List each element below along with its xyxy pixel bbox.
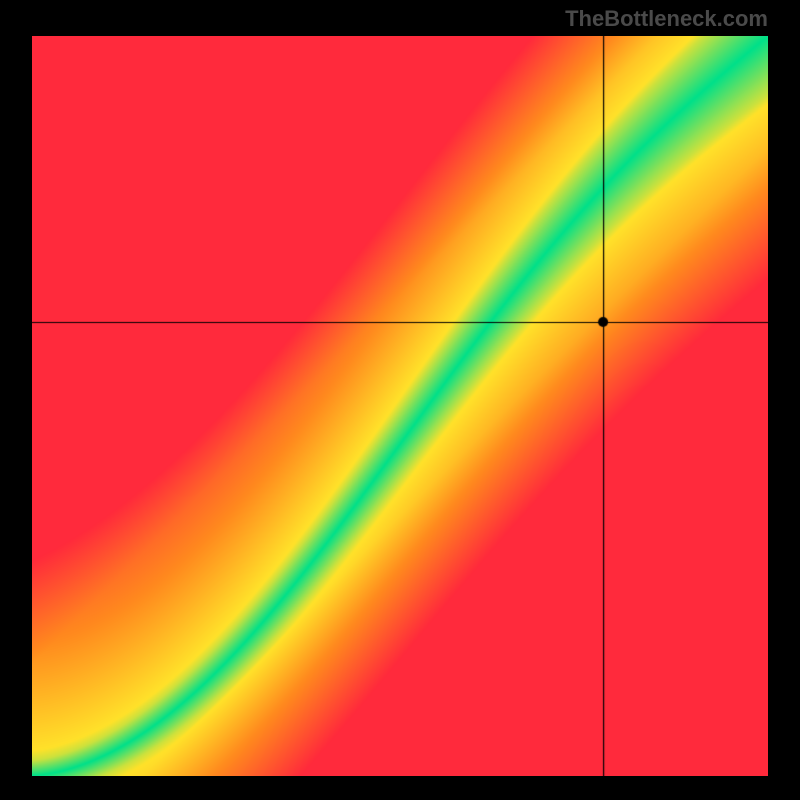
site-watermark: TheBottleneck.com xyxy=(565,6,768,32)
chart-container: TheBottleneck.com xyxy=(0,0,800,800)
crosshair-overlay xyxy=(32,36,768,776)
